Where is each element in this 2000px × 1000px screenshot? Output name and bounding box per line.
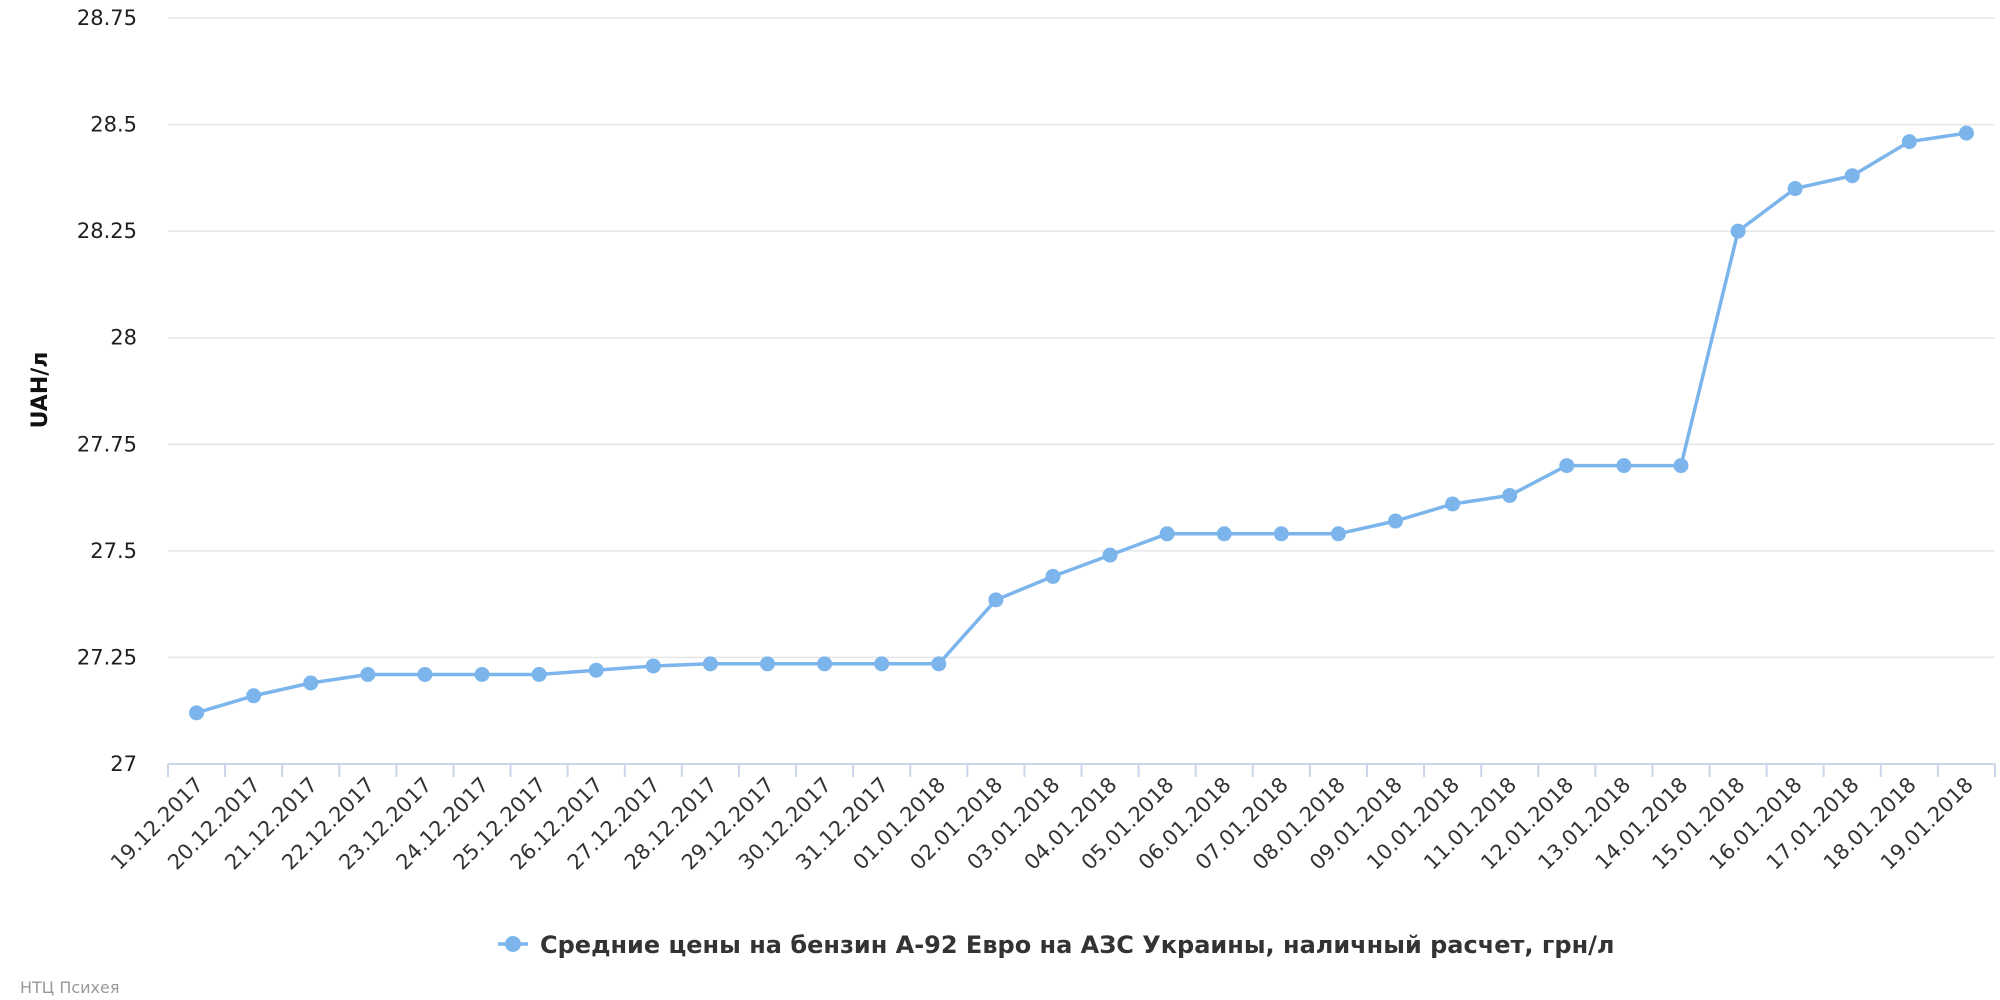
data-point[interactable] (474, 666, 490, 682)
data-point[interactable] (931, 656, 947, 672)
y-tick-label: 27.5 (90, 539, 137, 563)
data-point[interactable] (1958, 125, 1974, 141)
data-point[interactable] (988, 592, 1004, 608)
data-point[interactable] (1787, 181, 1803, 197)
y-tick-label: 28.25 (77, 219, 137, 243)
data-point[interactable] (1102, 547, 1118, 563)
data-point[interactable] (1388, 513, 1404, 529)
data-point[interactable] (360, 666, 376, 682)
data-point[interactable] (1730, 223, 1746, 239)
data-point[interactable] (1844, 168, 1860, 184)
data-point[interactable] (1559, 458, 1575, 474)
data-point[interactable] (1901, 134, 1917, 150)
y-tick-label: 28.5 (90, 113, 137, 137)
data-point[interactable] (1045, 568, 1061, 584)
data-point[interactable] (417, 666, 433, 682)
y-tick-label: 28.75 (77, 6, 137, 30)
data-point[interactable] (1216, 526, 1232, 542)
data-point[interactable] (1673, 458, 1689, 474)
data-point[interactable] (874, 656, 890, 672)
y-tick-label: 28 (110, 326, 137, 350)
legend[interactable]: Средние цены на бензин А-92 Евро на АЗС … (498, 931, 1615, 959)
y-axis-ticks: 27 27.25 27.5 27.75 28 28.25 28.5 28.75 (77, 6, 137, 776)
credits: НТЦ Психея (20, 978, 119, 997)
data-point[interactable] (1330, 526, 1346, 542)
legend-marker (505, 936, 521, 952)
series-group (189, 125, 1974, 721)
y-tick-label: 27.75 (77, 432, 137, 456)
data-point[interactable] (759, 656, 775, 672)
data-point[interactable] (531, 666, 547, 682)
y-axis-label: UAH/л (28, 352, 53, 429)
x-axis (167, 763, 1996, 777)
data-point[interactable] (1273, 526, 1289, 542)
data-point[interactable] (189, 705, 205, 721)
data-point[interactable] (588, 662, 604, 678)
data-point[interactable] (1445, 496, 1461, 512)
grid-lines (168, 17, 1995, 659)
series-line (196, 131, 1967, 715)
data-point[interactable] (702, 656, 718, 672)
y-tick-label: 27 (110, 752, 137, 776)
data-point[interactable] (246, 688, 262, 704)
y-tick-label: 27.25 (77, 645, 137, 669)
data-point[interactable] (645, 658, 661, 674)
data-point[interactable] (1159, 526, 1175, 542)
data-point[interactable] (817, 656, 833, 672)
data-point[interactable] (1616, 458, 1632, 474)
x-axis-ticks: 19.12.201720.12.201721.12.201722.12.2017… (106, 773, 1978, 875)
data-point[interactable] (1502, 487, 1518, 503)
legend-item-label[interactable]: Средние цены на бензин А-92 Евро на АЗС … (540, 931, 1615, 959)
data-point[interactable] (303, 675, 319, 691)
